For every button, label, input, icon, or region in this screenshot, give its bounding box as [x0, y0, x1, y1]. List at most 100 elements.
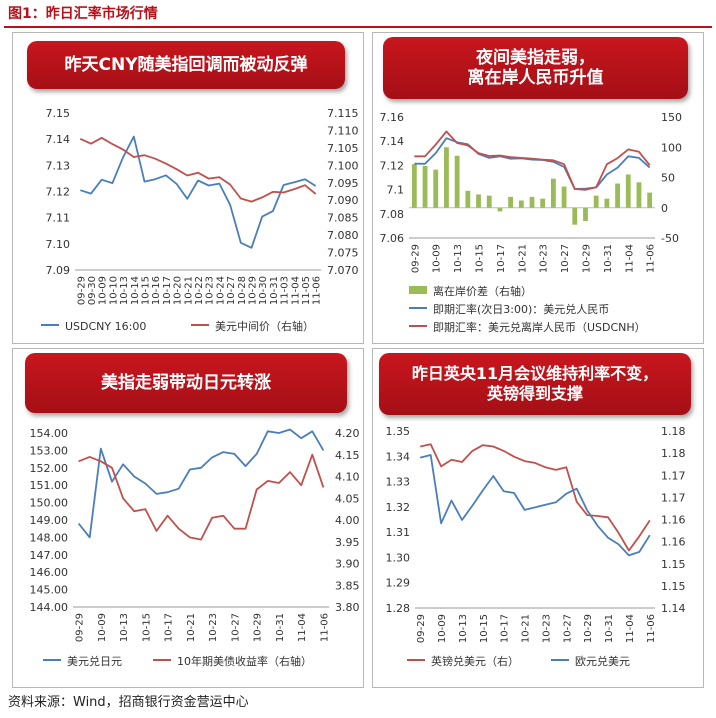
x-tick-label: 10-31 [604, 614, 615, 643]
legend-label: 欧元兑美元 [575, 654, 630, 668]
bar [561, 186, 567, 208]
y-right-tick-label: -50 [661, 232, 679, 245]
bar [647, 192, 653, 208]
y-right-tick-label: 7.085 [327, 212, 359, 225]
x-tick-label: 10-09 [98, 276, 109, 305]
bar [529, 196, 535, 208]
x-tick-label: 10-17 [162, 276, 173, 305]
y-left-tick-label: 1.33 [386, 476, 411, 489]
y-left-tick-label: 1.29 [386, 577, 411, 590]
y-right-tick-label: 7.110 [327, 124, 359, 137]
y-right-tick-label: 7.095 [327, 177, 359, 190]
y-left-tick-label: 1.34 [386, 450, 411, 463]
x-tick-label: 09-29 [410, 244, 421, 273]
x-tick-label: 10-24 [215, 276, 226, 305]
banner-text: 昨天CNY随美指回调而被动反弹 [64, 55, 308, 75]
y-left-tick-label: 7.08 [380, 208, 405, 221]
y-right-tick-label: 3.95 [335, 536, 360, 549]
y-right-tick-label: 7.100 [327, 159, 359, 172]
y-right-tick-label: 7.090 [327, 194, 359, 207]
x-tick-label: 10-21 [186, 613, 197, 642]
y-right-tick-label: 3.85 [335, 579, 360, 592]
x-tick-label: 09-30 [87, 276, 98, 305]
x-tick-label: 10-23 [539, 244, 550, 273]
x-tick-label: 09-29 [416, 614, 427, 643]
legend-label: 即期汇率(次日3:00)：美元兑人民币 [433, 302, 609, 316]
y-left-tick-label: 7.13 [46, 159, 71, 172]
x-tick-label: 10-09 [97, 613, 108, 642]
series-line [414, 130, 651, 191]
y-right-tick-label: 1.17 [661, 469, 686, 482]
series-line [78, 453, 325, 541]
chart-cnh: 7.06 7.08 7.1 7.12 7.14 7.16 -50 0 50 100 150 09-29… [380, 111, 683, 334]
panel-banner: 昨日英央11月会议维持利率不变， 英镑得到支撑 [379, 353, 691, 415]
y-left-tick-label: 153.00 [30, 444, 69, 457]
bar [572, 207, 578, 225]
banner-text: 昨日英央11月会议维持利率不变， [411, 364, 659, 383]
x-tick-label: 10-13 [453, 244, 464, 273]
x-tick-label: 11-06 [312, 276, 323, 305]
x-tick-label: 11-05 [301, 276, 312, 305]
x-tick-label: 10-31 [603, 244, 614, 273]
y-left-tick-label: 148.00 [30, 531, 69, 544]
x-tick-label: 11-06 [646, 244, 657, 273]
y-left-tick-label: 1.32 [386, 501, 411, 514]
y-right-tick-label: 1.15 [661, 580, 686, 593]
x-tick-label: 10-14 [130, 276, 141, 305]
y-right-tick-label: 4.20 [335, 427, 360, 440]
y-right-tick-label: 3.90 [335, 558, 360, 571]
y-left-tick-label: 7.14 [380, 135, 405, 148]
y-right-tick-label: 150 [661, 111, 682, 124]
series-line [414, 137, 651, 190]
y-right-tick-label: 7.075 [327, 247, 359, 260]
bar [540, 198, 546, 208]
x-tick-label: 10-23 [541, 614, 552, 643]
panel-usdcny: 昨天CNY随美指回调而被动反弹 7.09 7.10 7.11 7.12 7.13 7.14… [12, 32, 364, 344]
x-tick-label: 11-04 [624, 244, 635, 273]
y-right-tick-label: 0 [661, 202, 668, 215]
y-left-tick-label: 7.09 [46, 264, 71, 277]
legend-label: USDCNY 16:00 [65, 320, 146, 333]
y-right-tick-label: 4.10 [335, 471, 360, 484]
x-tick-label: 11-04 [625, 614, 636, 643]
series-line [420, 443, 651, 552]
bar [508, 196, 514, 208]
series-line [77, 428, 325, 539]
x-tick-label: 10-28 [237, 276, 248, 305]
source-note: 资料来源：Wind，招商银行资金营运中心 [8, 695, 249, 710]
y-right-tick-label: 7.115 [327, 107, 359, 120]
bar [465, 190, 471, 208]
banner-text: 英镑得到支撑 [486, 384, 583, 403]
y-left-tick-label: 1.28 [386, 602, 411, 615]
x-tick-label: 10-31 [269, 276, 280, 305]
x-tick-label: 10-09 [432, 244, 443, 273]
chart-gbp: 1.28 1.29 1.30 1.31 1.32 1.33 1.34 1.35 1.14 1.15… [386, 425, 686, 668]
y-left-tick-label: 1.31 [386, 526, 411, 539]
y-left-tick-label: 150.00 [30, 497, 69, 510]
y-left-tick-label: 144.00 [30, 601, 69, 614]
x-tick-label: 10-27 [230, 613, 241, 642]
x-tick-label: 10-13 [458, 614, 469, 643]
y-right-tick-label: 50 [661, 172, 675, 185]
y-left-tick-label: 145.00 [30, 584, 69, 597]
series-line [80, 135, 317, 249]
y-left-tick-label: 152.00 [30, 462, 69, 475]
x-tick-label: 10-29 [581, 244, 592, 273]
x-tick-label: 10-29 [253, 613, 264, 642]
y-left-tick-label: 7.1 [387, 184, 405, 197]
y-right-tick-label: 1.14 [661, 602, 686, 615]
y-left-tick-label: 7.16 [380, 111, 405, 124]
x-tick-label: 10-27 [226, 276, 237, 305]
chart-usdjpy: 144.00 145.00 146.00 147.00 148.00 149.00 150.… [30, 427, 360, 668]
figure-title: 图1：昨日汇率市场行情 [8, 6, 158, 22]
x-tick-label: 10-17 [500, 614, 511, 643]
series-line [419, 454, 651, 557]
bar [550, 178, 556, 208]
x-tick-label: 10-15 [141, 276, 152, 305]
y-left-tick-label: 1.30 [386, 551, 411, 564]
y-left-tick-label: 7.14 [46, 133, 71, 146]
bar [444, 147, 449, 208]
legend-label: 即期汇率：美元兑离岸人民币（USDCNH） [433, 320, 646, 334]
x-tick-label: 10-17 [496, 244, 507, 273]
bar [583, 207, 588, 222]
